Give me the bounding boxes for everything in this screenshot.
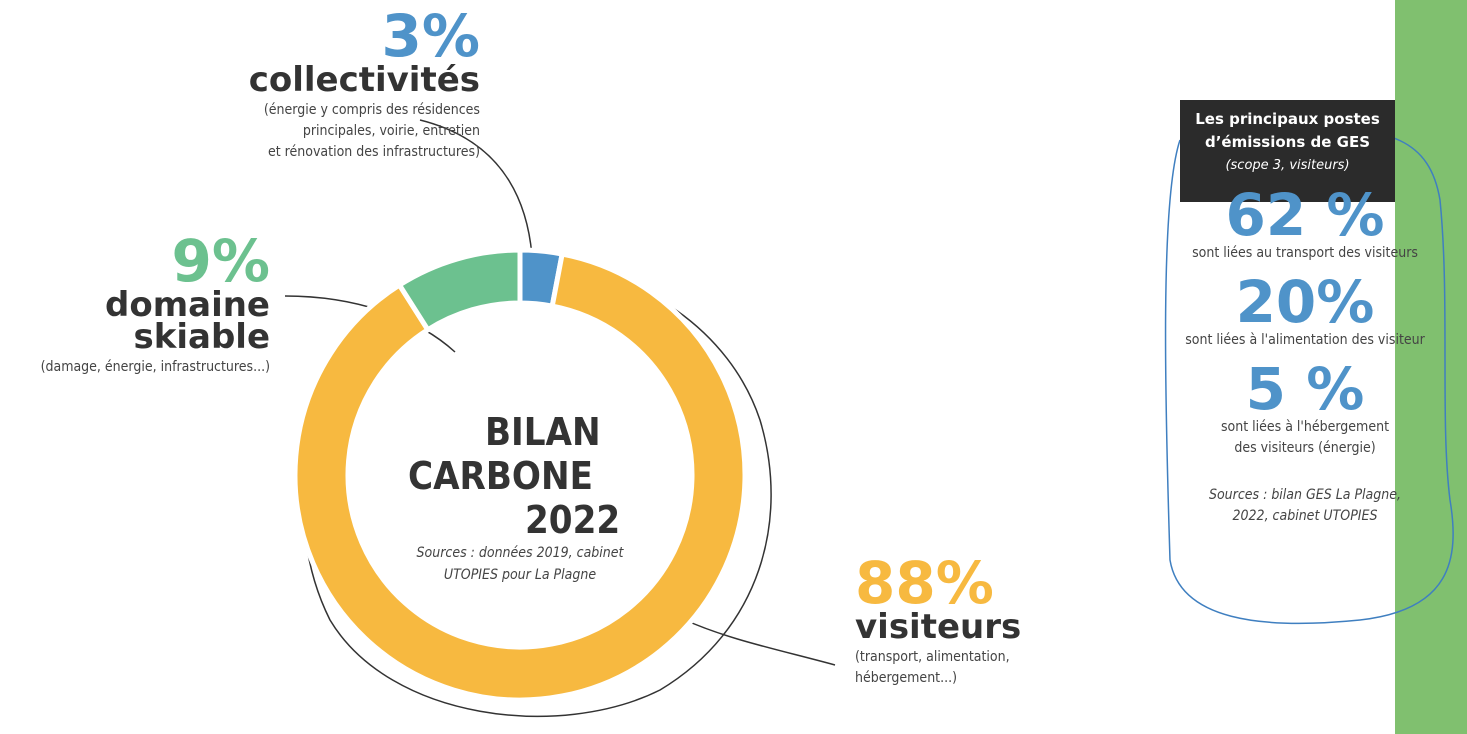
stat-text: sont liées à l'hébergement — [1220, 419, 1390, 435]
panel-title-line: Les principaux postes — [1195, 110, 1380, 128]
panel-subtitle: (scope 3, visiteurs) — [1225, 158, 1350, 173]
description-line: (transport, alimentation, — [855, 649, 1010, 665]
sources: Sources : données 2019, cabinet UTOPIES p… — [395, 542, 645, 586]
label-block: 3% collectivités (énergie y compris des ré… — [240, 2, 480, 163]
label-block: 9% domaine skiable (damage, énergie, infra… — [0, 227, 270, 378]
category-label: collectivités — [248, 60, 480, 100]
center-line: CARBONE — [408, 454, 593, 498]
panel-title: Les principaux postes d’émissions de GES (… — [1180, 108, 1395, 177]
panel: Les principaux postes d’émissions de GES (… — [1160, 108, 1450, 527]
description: (transport, alimentation, hébergement...) — [855, 647, 1075, 689]
panel-source-line: 2022, cabinet UTOPIES — [1232, 508, 1378, 524]
value-label: 3% — [381, 2, 480, 70]
source-line: Sources : données 2019, cabinet — [416, 545, 624, 561]
stat-value: 20% — [1235, 268, 1375, 336]
panel-title-line: d’émissions de GES — [1204, 133, 1370, 151]
stat-text: des visiteurs (énergie) — [1234, 440, 1376, 456]
arrow — [684, 619, 836, 666]
value-label: 9% — [171, 227, 270, 295]
panel-header — [1180, 100, 1395, 202]
description-line: (damage, énergie, infrastructures...) — [40, 359, 270, 375]
stat-text: sont liées à l'alimentation des visiteur — [1185, 332, 1425, 348]
source-line: UTOPIES pour La Plagne — [443, 567, 597, 583]
center-line: BILAN — [485, 410, 601, 454]
label-block: 88% visiteurs (transport, alimentation, héb… — [855, 549, 1075, 689]
panel-source-line: Sources : bilan GES La Plagne, — [1208, 487, 1402, 503]
slice — [292, 251, 748, 703]
value-label: 88% — [855, 549, 994, 617]
side-bar — [1395, 0, 1467, 734]
slice — [395, 247, 523, 334]
category-label: domaine skiable — [105, 285, 270, 357]
panel-outline — [1164, 128, 1454, 625]
category-label: visiteurs — [855, 607, 1022, 647]
stat-text: sont liées au transport des visiteurs — [1192, 245, 1418, 261]
stat-value: 5 % — [1245, 355, 1365, 423]
center-line: 2022 — [525, 498, 621, 542]
description-line: et rénovation des infrastructures) — [267, 144, 480, 160]
description-line: principales, voirie, entretien — [302, 123, 480, 139]
panel-sources: Sources : bilan GES La Plagne, 2022, cabi… — [1160, 485, 1450, 527]
stat-value: 62 % — [1225, 181, 1385, 249]
description-line: (énergie y compris des résidences — [263, 102, 480, 118]
description: (énergie y compris des résidences princip… — [240, 100, 480, 163]
description: (damage, énergie, infrastructures...) — [0, 357, 270, 378]
center-text: BILAN CARBONE 2022 Sources : données 2019, … — [395, 410, 645, 586]
description-line: hébergement...) — [855, 670, 958, 686]
